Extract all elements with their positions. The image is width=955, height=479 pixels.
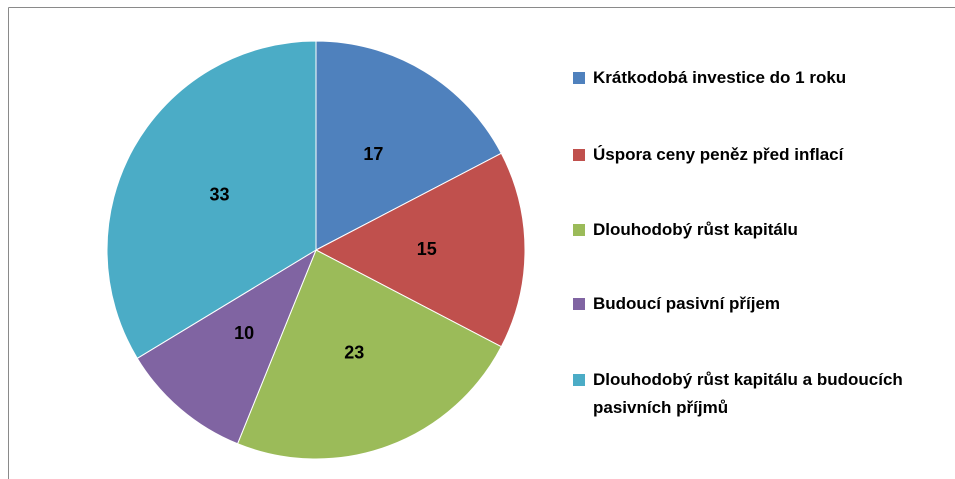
data-label: 33 [209, 184, 229, 204]
data-label: 17 [363, 144, 383, 164]
pie-slice [136, 248, 318, 445]
legend-label: Úspora ceny peněz před inflací [593, 145, 844, 164]
data-label: 15 [417, 239, 437, 259]
legend-label: Krátkodobá investice do 1 roku [593, 68, 847, 87]
pie-slice [106, 40, 317, 360]
pie-slice [315, 40, 502, 251]
data-label: 23 [344, 343, 364, 363]
legend-swatch [573, 149, 585, 161]
pie-slice [314, 152, 526, 348]
legend-swatch [573, 224, 585, 236]
legend-label: Dlouhodobý růst kapitálu a budoucích pas… [593, 370, 903, 417]
legend-label: Dlouhodobý růst kapitálu [593, 220, 798, 239]
legend-swatch [573, 298, 585, 310]
legend-swatch [573, 72, 585, 84]
legend-label: Budoucí pasivní příjem [593, 294, 781, 313]
pie-slice [236, 249, 502, 460]
legend-swatch [573, 374, 585, 386]
data-label: 10 [234, 323, 254, 343]
